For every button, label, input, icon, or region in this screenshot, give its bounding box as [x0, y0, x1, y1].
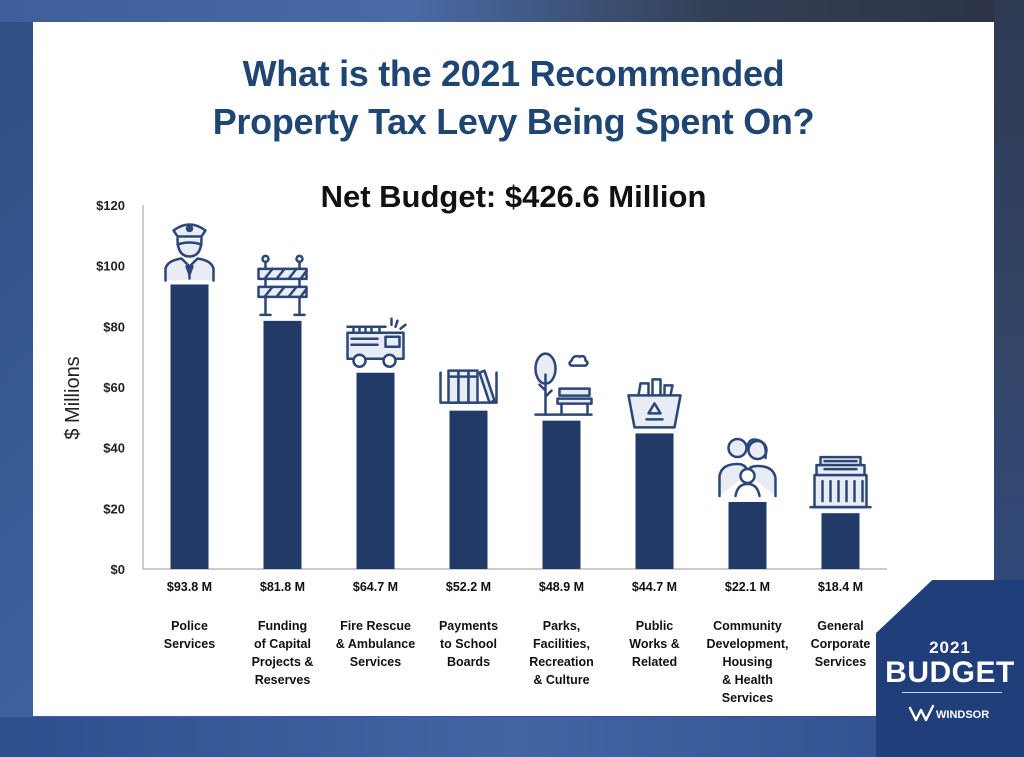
slide-title: What is the 2021 Recommended Property Ta…	[33, 50, 994, 146]
data-label: $93.8 M	[167, 580, 212, 594]
x-tick-label: General Corporate Services	[811, 619, 871, 669]
background-top-band	[0, 0, 1024, 22]
fire-truck-icon	[346, 317, 407, 368]
road-barrier-icon	[257, 254, 308, 317]
data-label: $64.7 M	[353, 580, 398, 594]
y-axis-label: $ Millions	[62, 356, 84, 439]
slide-panel: What is the 2021 Recommended Property Ta…	[33, 22, 994, 716]
bar	[263, 320, 302, 569]
bar	[635, 433, 674, 569]
bar	[728, 501, 767, 569]
x-tick-label: Funding of Capital Projects & Reserves	[252, 619, 314, 687]
x-tick-label: Community Development, Housing & Health Serv…	[707, 619, 789, 705]
recycling-bin-icon	[627, 378, 682, 429]
windsor-logo: WINDSOR	[908, 704, 989, 722]
data-label: $52.2 M	[446, 580, 491, 594]
badge-word: BUDGET	[885, 656, 1015, 689]
y-tick-label: $40	[103, 441, 125, 456]
bar	[170, 284, 209, 569]
x-tick-label: Police Services	[164, 619, 215, 651]
police-officer-icon	[164, 223, 215, 282]
bar	[821, 513, 860, 569]
x-tick-label: Public Works & Related	[629, 619, 679, 669]
logo-text: WINDSOR	[936, 709, 989, 721]
x-tick-label: Parks, Facilities, Recreation & Culture	[529, 619, 594, 687]
chart-subtitle: Net Budget: $426.6 Million	[320, 179, 707, 214]
y-tick-label: $120	[96, 198, 125, 213]
y-tick-label: $20	[103, 501, 125, 516]
data-label: $18.4 M	[818, 580, 863, 594]
x-tick-label: Payments to School Boards	[439, 619, 498, 669]
y-tick-label: $60	[103, 380, 125, 395]
y-tick-label: $80	[103, 319, 125, 334]
data-label: $44.7 M	[632, 580, 677, 594]
background-bottom-band	[0, 717, 1024, 757]
family-icon	[718, 437, 777, 498]
badge-year: 2021	[929, 638, 971, 657]
y-tick-label: $100	[96, 259, 125, 274]
books-icon	[439, 369, 498, 404]
x-tick-label: Fire Rescue & Ambulance Services	[336, 619, 415, 669]
title-line-2: Property Tax Levy Being Spent On?	[212, 101, 815, 142]
y-tick-label: $0	[111, 562, 125, 577]
park-bench-tree-icon	[534, 352, 593, 416]
data-label: $22.1 M	[725, 580, 770, 594]
office-building-icon	[809, 455, 872, 509]
data-label: $48.9 M	[539, 580, 584, 594]
bar	[449, 410, 488, 569]
badge-divider	[902, 692, 1002, 693]
bar	[356, 372, 395, 569]
data-label: $81.8 M	[260, 580, 305, 594]
bar	[542, 420, 581, 569]
title-line-1: What is the 2021 Recommended	[242, 53, 785, 94]
